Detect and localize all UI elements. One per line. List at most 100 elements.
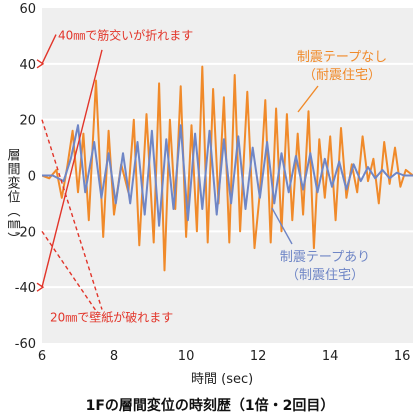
data-point	[307, 110, 310, 112]
data-point	[172, 208, 175, 210]
chart-caption: 1Fの層間変位の時刻歴（1倍・2回目）	[86, 397, 335, 414]
y-axis-ticks: 60 40 20 0 -20 -40 -60	[15, 2, 36, 352]
series-label-no-tape-sub: （耐震住宅）	[303, 68, 381, 83]
data-point	[158, 225, 160, 227]
series-label-with-tape: 制震テープあり	[280, 250, 370, 265]
data-point	[399, 186, 401, 188]
x-axis-ticks: 6 8 10 12 14 16	[38, 349, 411, 364]
data-point	[318, 138, 320, 140]
data-point	[352, 163, 355, 165]
data-point	[239, 230, 241, 232]
data-point	[288, 191, 290, 193]
data-point	[208, 130, 211, 132]
data-point	[340, 127, 342, 129]
data-point	[297, 133, 299, 135]
data-point	[122, 152, 124, 154]
data-point	[302, 213, 304, 216]
data-point	[394, 146, 396, 149]
data-point	[396, 172, 398, 174]
pointer-plus-40	[41, 34, 57, 65]
data-point	[180, 124, 182, 126]
data-point	[356, 191, 358, 193]
x-axis-label: 時間 (sec)	[191, 372, 253, 387]
data-point	[331, 186, 333, 188]
data-point	[153, 241, 155, 244]
arrow-head	[36, 59, 45, 69]
data-point	[113, 213, 115, 216]
y-tick-label: 60	[19, 2, 36, 17]
series-layer	[42, 65, 413, 272]
data-point	[136, 141, 139, 143]
data-point	[378, 202, 380, 205]
annotation-break-40: 40㎜で筋交いが折れます	[58, 28, 193, 43]
data-point	[77, 124, 79, 126]
data-point	[345, 188, 347, 191]
x-tick-label: 8	[110, 349, 118, 364]
pointer-minus-20	[41, 230, 98, 313]
data-point	[165, 138, 167, 140]
x-tick-label: 16	[394, 349, 411, 364]
data-point	[273, 202, 275, 205]
data-point	[246, 91, 248, 93]
data-point	[196, 230, 198, 232]
data-point	[163, 269, 166, 272]
pointer-with-tape	[271, 207, 293, 245]
y-tick-label: 0	[28, 170, 36, 185]
x-tick-label: 14	[322, 349, 339, 364]
y-tick-label: 20	[19, 114, 36, 129]
data-point	[93, 141, 95, 143]
series-label-no-tape: 制震テープなし	[297, 50, 387, 65]
data-point	[253, 247, 256, 249]
y-tick-label: 40	[19, 58, 36, 73]
data-point	[234, 74, 236, 76]
data-point	[405, 169, 407, 171]
data-point	[230, 202, 232, 205]
data-point	[129, 202, 131, 205]
data-point	[228, 241, 230, 244]
annotation-tear-20: 20㎜で壁紙が破れます	[50, 309, 173, 324]
data-point	[77, 191, 79, 193]
data-point	[295, 155, 297, 157]
data-point	[266, 141, 268, 143]
data-point	[381, 169, 383, 171]
data-point	[291, 219, 293, 221]
data-point	[180, 85, 182, 87]
data-point	[372, 158, 374, 160]
data-point	[324, 197, 326, 199]
data-point	[88, 219, 90, 221]
data-point	[329, 135, 331, 138]
data-point	[280, 230, 283, 232]
data-point	[412, 174, 413, 177]
data-point	[264, 99, 266, 101]
data-point	[244, 208, 247, 210]
data-point	[367, 180, 369, 182]
data-point	[158, 82, 160, 84]
data-point	[145, 113, 148, 115]
data-point	[309, 152, 311, 154]
pointer-no-tape	[297, 85, 319, 113]
data-point	[144, 213, 146, 216]
data-point	[286, 113, 288, 115]
y-tick-label: -40	[15, 281, 36, 296]
pointer-minus-40	[41, 49, 103, 288]
data-point	[100, 197, 103, 199]
data-point	[360, 180, 362, 182]
data-point	[102, 236, 104, 238]
data-point	[185, 236, 187, 238]
data-point	[302, 188, 304, 191]
data-point	[84, 191, 86, 193]
data-point	[374, 177, 376, 179]
data-point	[82, 133, 85, 135]
data-point	[237, 135, 239, 138]
data-point	[201, 66, 203, 68]
data-point	[55, 169, 58, 171]
data-point	[383, 141, 385, 143]
series-with-tape	[42, 124, 413, 227]
y-axis-label: 層間変位（㎜）	[5, 148, 21, 246]
data-point	[138, 244, 140, 246]
data-point	[42, 174, 43, 177]
data-point	[334, 219, 337, 221]
data-point	[194, 133, 196, 135]
data-point	[61, 197, 63, 199]
